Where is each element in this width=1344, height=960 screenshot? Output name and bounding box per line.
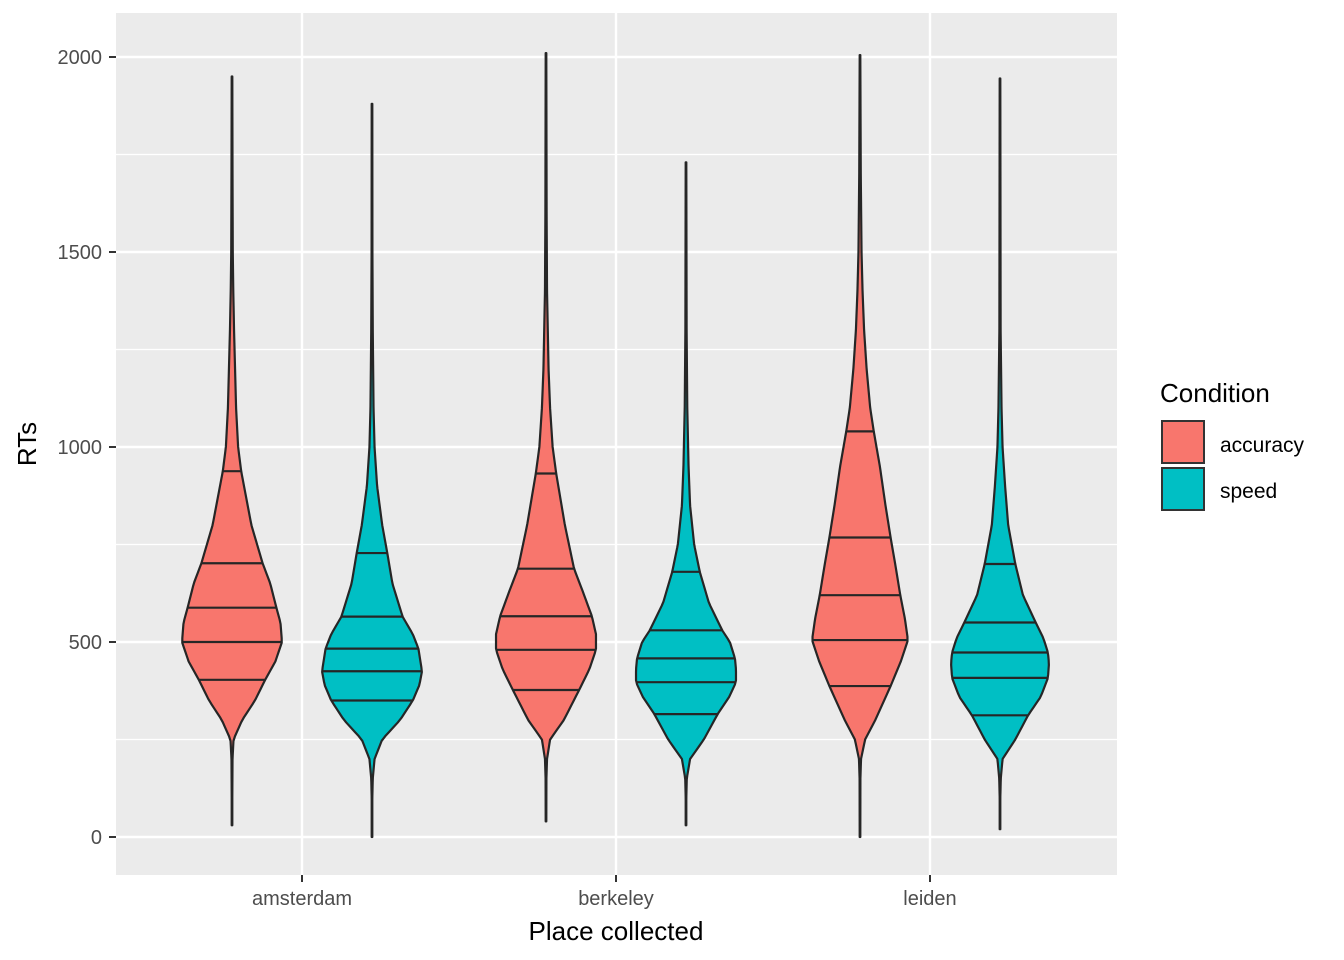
x-tick-label: leiden xyxy=(903,888,956,910)
violin-body xyxy=(811,53,909,839)
legend-title: Condition xyxy=(1160,378,1270,408)
violin-body xyxy=(634,161,738,827)
violin-accuracy-berkeley xyxy=(494,52,598,823)
legend-key-speed xyxy=(1161,467,1205,511)
legend-label-speed: speed xyxy=(1220,480,1277,503)
legend: Condition accuracy speed xyxy=(1160,378,1305,511)
violin-speed-leiden xyxy=(950,77,1050,831)
violins xyxy=(181,52,1050,839)
y-tick-label: 500 xyxy=(69,632,102,654)
y-tick-label: 0 xyxy=(91,827,102,849)
violin-accuracy-leiden xyxy=(811,53,909,839)
y-tick-label: 1500 xyxy=(58,242,103,264)
y-axis-title: RTs xyxy=(12,422,42,466)
legend-label-accuracy: accuracy xyxy=(1220,434,1305,457)
y-axis: 0 500 1000 1500 2000 xyxy=(58,47,116,849)
violin-body xyxy=(494,52,598,823)
violin-body xyxy=(950,77,1050,831)
x-tick-label: berkeley xyxy=(578,888,654,910)
violin-accuracy-amsterdam xyxy=(181,75,283,827)
x-axis-title: Place collected xyxy=(529,916,704,946)
y-tick-label: 1000 xyxy=(58,437,103,459)
violin-body xyxy=(181,75,283,827)
violin-speed-amsterdam xyxy=(321,102,423,839)
x-axis: amsterdam berkeley leiden xyxy=(252,875,957,910)
y-tick-label: 2000 xyxy=(58,47,103,69)
legend-key-accuracy xyxy=(1161,420,1205,464)
violin-body xyxy=(321,102,423,839)
x-tick-label: amsterdam xyxy=(252,888,352,910)
grid-major xyxy=(116,13,1117,875)
violin-speed-berkeley xyxy=(634,161,738,827)
